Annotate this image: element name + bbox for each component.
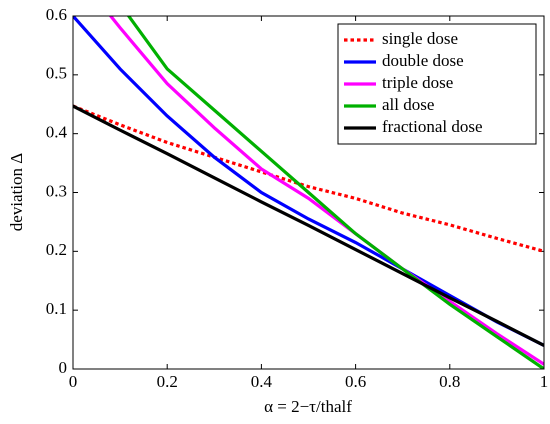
plot-frame — [72, 15, 545, 370]
legend: single dose double dose triple dose all dos… — [337, 23, 537, 145]
x-tick-label: 0 — [69, 372, 78, 391]
x-tick-label: 0.8 — [439, 372, 460, 391]
x-tick-label: 0.2 — [157, 372, 178, 391]
x-tick-label: 0.6 — [345, 372, 366, 391]
legend-label: fractional dose — [382, 117, 483, 136]
y-tick-label: 0.3 — [46, 181, 67, 200]
x-tick-label: 0.4 — [251, 372, 273, 391]
y-tick-label: 0.6 — [46, 5, 67, 24]
y-axis-label: deviation Δ — [7, 153, 26, 232]
legend-label: all dose — [382, 95, 434, 114]
legend-label: double dose — [382, 51, 464, 70]
y-tick-label: 0.5 — [46, 64, 67, 83]
y-tick-label: 0.2 — [46, 240, 67, 259]
x-tick-label: 1 — [540, 372, 549, 391]
y-tick-label: 0.1 — [46, 299, 67, 318]
x-axis-label: α = 2−τ/thalf — [264, 397, 352, 416]
series-line — [73, 104, 544, 253]
y-tick-label: 0 — [59, 358, 68, 377]
plot-area — [73, 16, 544, 369]
legend-label: triple dose — [382, 73, 453, 92]
series-line — [73, 104, 544, 347]
series-line — [126, 16, 544, 369]
legend-label: single dose — [382, 29, 458, 48]
y-tick-label: 0.4 — [46, 123, 68, 142]
series-line — [108, 16, 544, 366]
